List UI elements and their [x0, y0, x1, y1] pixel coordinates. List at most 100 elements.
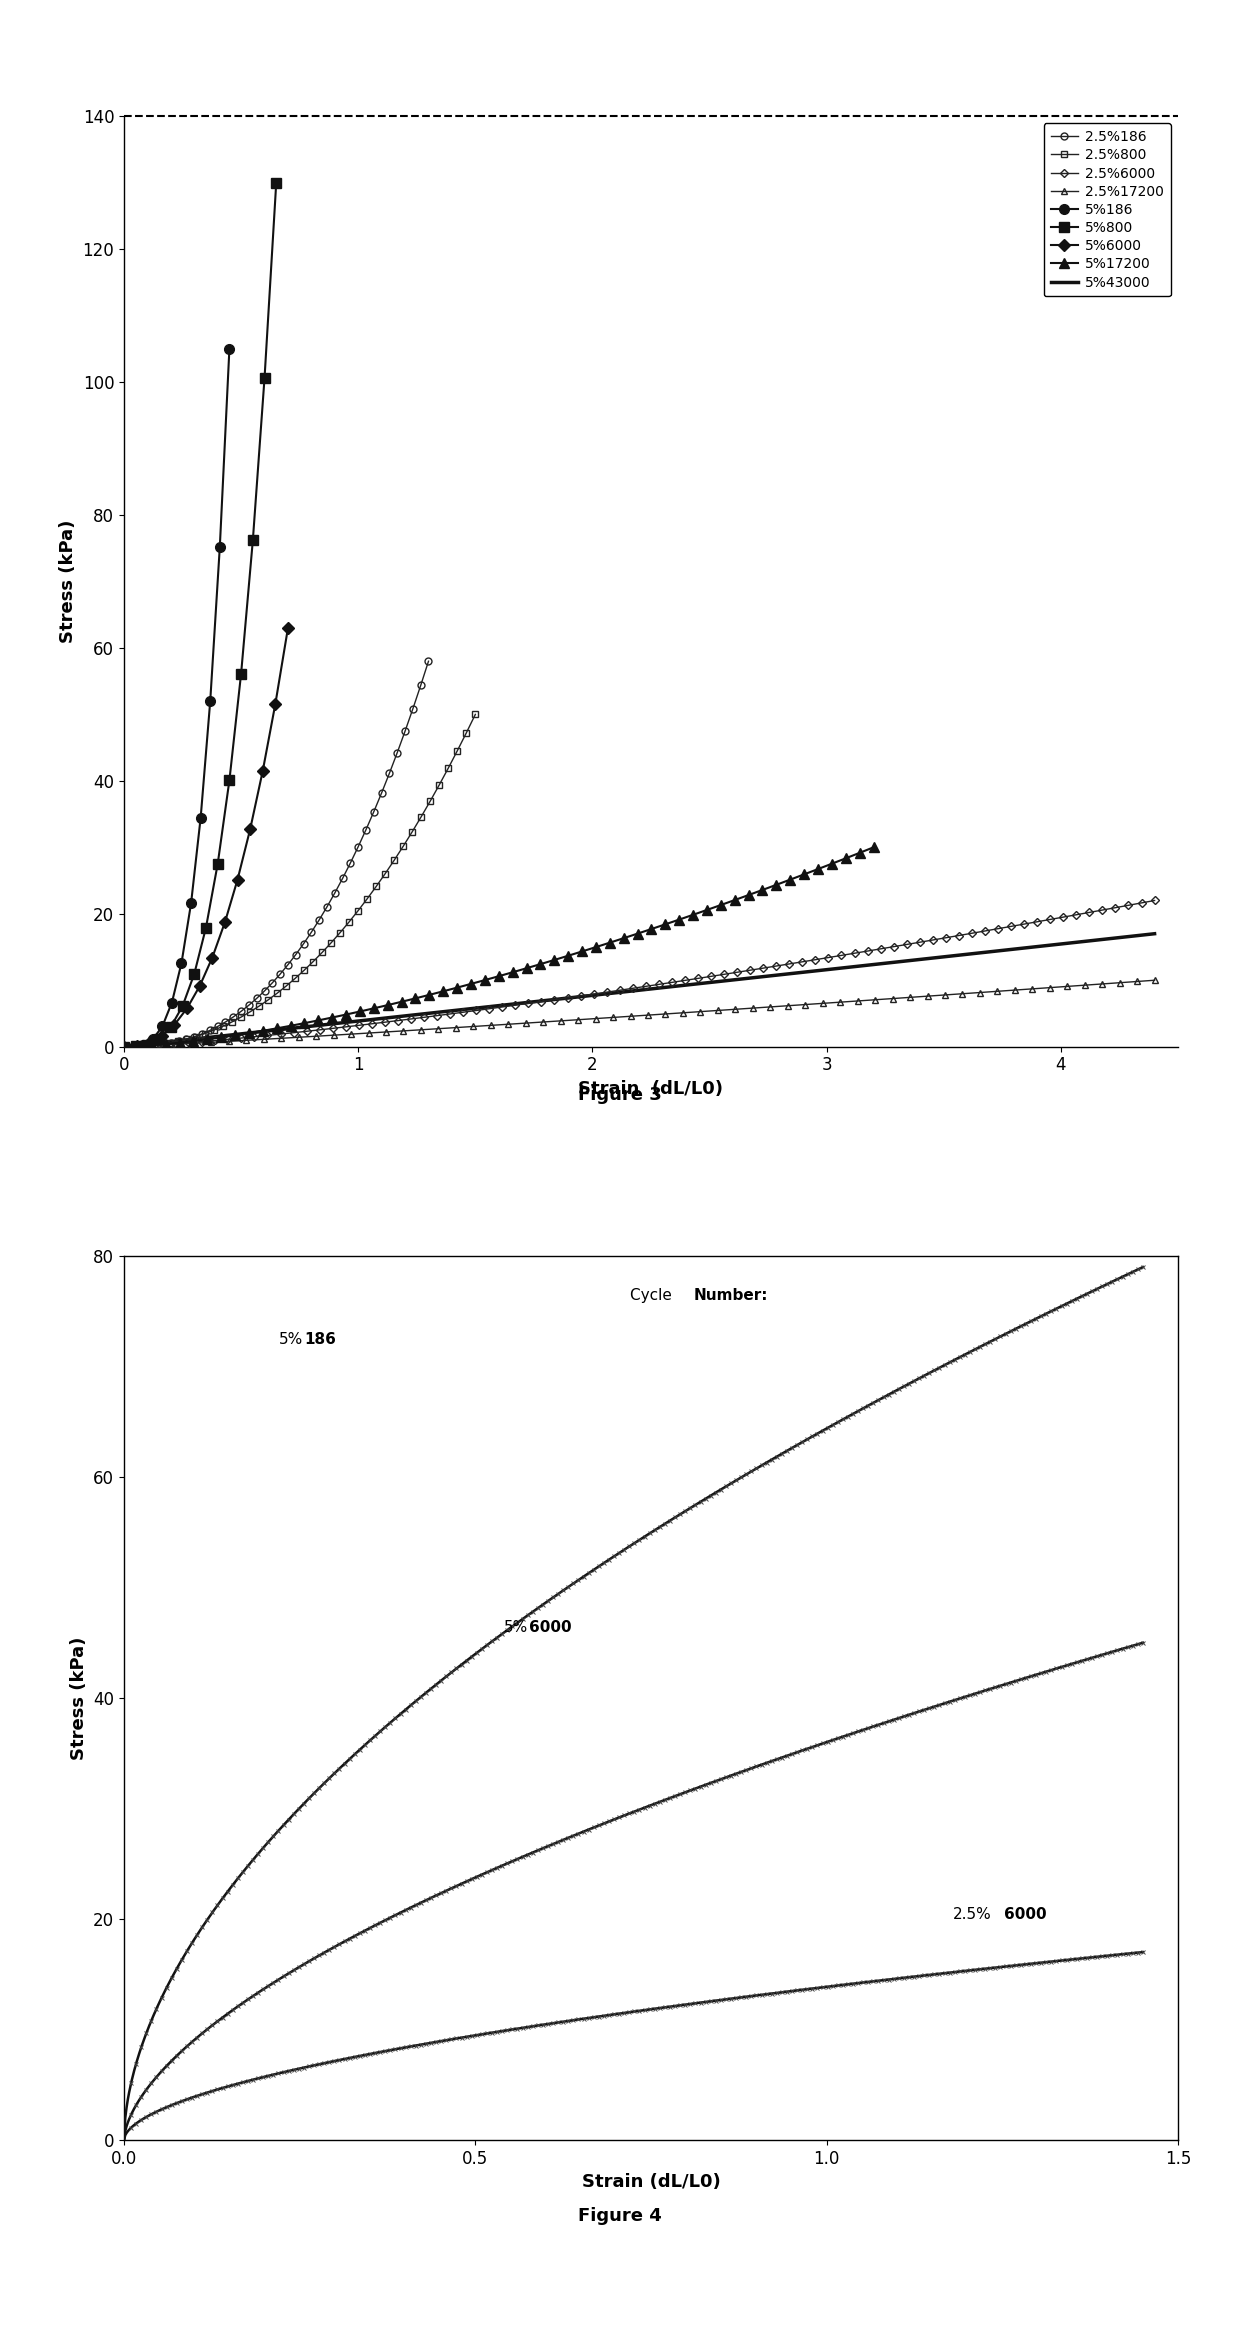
2.5%6000	[117, 1033, 131, 1061]
Line: 2.5%17200: 2.5%17200	[120, 977, 1158, 1049]
2.5%186	[117, 1033, 131, 1061]
2.5%800	[396, 833, 410, 861]
5%186	[155, 1012, 170, 1040]
5%17200	[255, 1016, 270, 1044]
2.5%186	[202, 1016, 217, 1044]
5%186	[135, 1030, 150, 1058]
5%43000	[348, 1007, 363, 1035]
2.5%800	[315, 937, 330, 965]
5%43000	[159, 1028, 174, 1056]
5%43000	[1147, 919, 1162, 947]
5%6000	[117, 1033, 131, 1061]
Y-axis label: Stress (kPa): Stress (kPa)	[60, 519, 77, 644]
Line: 2.5%800: 2.5%800	[120, 712, 479, 1049]
2.5%186	[211, 1012, 226, 1040]
5%43000	[600, 979, 615, 1007]
5%43000	[916, 944, 931, 972]
5%17200	[866, 833, 880, 861]
5%43000	[1063, 928, 1078, 956]
2.5%800	[351, 896, 366, 923]
5%6000	[192, 972, 207, 1000]
5%6000	[280, 614, 295, 642]
2.5%800	[324, 928, 339, 956]
2.5%186	[171, 1028, 186, 1056]
2.5%800	[125, 1033, 140, 1061]
2.5%800	[260, 986, 275, 1014]
5%43000	[117, 1033, 131, 1061]
5%43000	[327, 1009, 342, 1037]
2.5%800	[332, 919, 347, 947]
2.5%800	[378, 861, 393, 889]
2.5%186	[124, 1033, 139, 1061]
5%6000	[205, 944, 219, 972]
5%800	[222, 765, 237, 793]
2.5%186	[280, 951, 295, 979]
2.5%800	[117, 1033, 131, 1061]
5%186	[126, 1033, 141, 1061]
5%43000	[243, 1019, 258, 1047]
5%800	[211, 849, 226, 877]
5%186	[165, 989, 180, 1016]
2.5%800	[279, 972, 294, 1000]
2.5%186	[351, 833, 366, 861]
5%43000	[579, 982, 594, 1009]
2.5%17200	[466, 1012, 481, 1040]
5%6000	[231, 865, 246, 893]
2.5%800	[252, 993, 267, 1021]
Line: 5%186: 5%186	[119, 344, 234, 1051]
5%43000	[874, 949, 889, 977]
2.5%800	[270, 979, 285, 1007]
5%800	[151, 1026, 166, 1054]
2.5%186	[311, 905, 326, 933]
2.5%186	[265, 970, 280, 998]
5%43000	[389, 1003, 404, 1030]
5%43000	[706, 968, 720, 996]
2.5%186	[233, 998, 248, 1026]
5%43000	[495, 991, 510, 1019]
2.5%6000	[1147, 886, 1162, 914]
2.5%6000	[821, 944, 836, 972]
2.5%800	[450, 737, 465, 765]
2.5%800	[423, 786, 438, 814]
2.5%800	[180, 1026, 195, 1054]
5%17200	[394, 989, 409, 1016]
5%186	[117, 1033, 131, 1061]
2.5%186	[343, 849, 358, 877]
5%6000	[141, 1028, 156, 1056]
2.5%17200	[378, 1019, 393, 1047]
5%43000	[516, 989, 531, 1016]
2.5%6000	[729, 958, 744, 986]
5%800	[257, 365, 272, 393]
5%17200	[117, 1033, 131, 1061]
2.5%186	[195, 1019, 210, 1047]
5%43000	[978, 937, 993, 965]
2.5%186	[226, 1003, 241, 1030]
5%43000	[222, 1021, 237, 1049]
5%43000	[790, 958, 805, 986]
Legend: 2.5%186, 2.5%800, 2.5%6000, 2.5%17200, 5%186, 5%800, 5%6000, 5%17200, 5%43000: 2.5%186, 2.5%800, 2.5%6000, 2.5%17200, 5…	[1044, 123, 1171, 295]
2.5%186	[358, 816, 373, 844]
2.5%186	[389, 740, 404, 768]
2.5%186	[164, 1028, 179, 1056]
2.5%17200	[117, 1033, 131, 1061]
2.5%186	[218, 1007, 233, 1035]
2.5%6000	[1029, 907, 1044, 935]
5%6000	[268, 691, 283, 719]
5%43000	[537, 986, 552, 1014]
5%43000	[306, 1012, 321, 1040]
2.5%186	[155, 1030, 170, 1058]
5%43000	[1105, 923, 1120, 951]
2.5%186	[179, 1026, 193, 1054]
2.5%186	[148, 1030, 162, 1058]
Text: 5%: 5%	[503, 1619, 528, 1635]
Line: 2.5%6000: 2.5%6000	[122, 898, 1157, 1049]
2.5%800	[296, 956, 311, 984]
5%43000	[811, 956, 826, 984]
5%43000	[410, 1000, 425, 1028]
5%43000	[285, 1014, 300, 1042]
2.5%17200	[763, 993, 777, 1021]
5%43000	[663, 972, 678, 1000]
2.5%186	[366, 798, 381, 826]
2.5%6000	[573, 982, 588, 1009]
2.5%186	[304, 919, 319, 947]
